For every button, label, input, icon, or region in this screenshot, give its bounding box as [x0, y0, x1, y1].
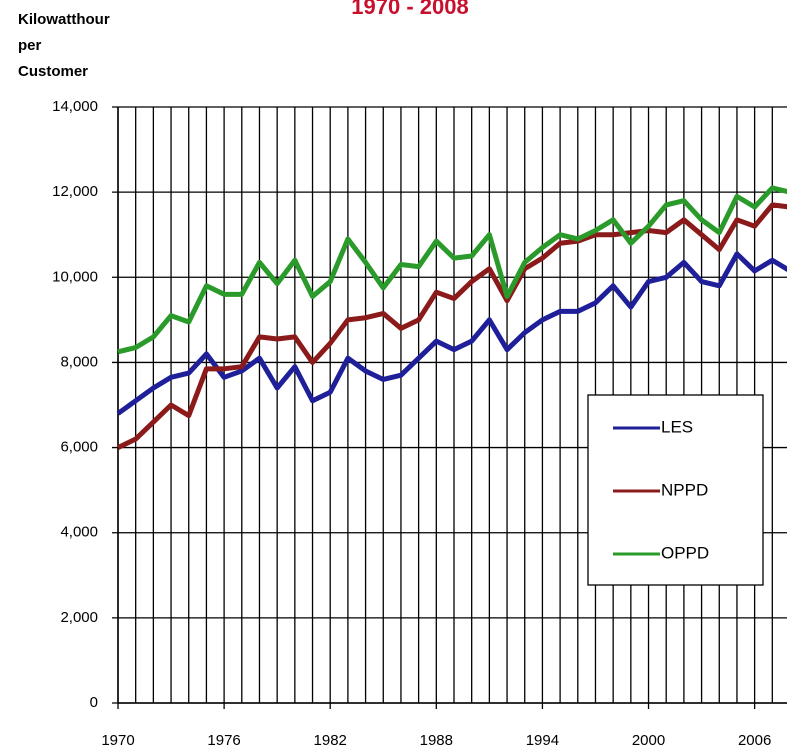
- y-tick-label: 2,000: [60, 609, 98, 626]
- x-tick-label: 2006: [738, 732, 771, 749]
- legend-label: NPPD: [661, 480, 708, 499]
- y-axis-label: Kilowatthour: [18, 11, 110, 28]
- y-axis-label: per: [18, 37, 42, 54]
- y-tick-label: 8,000: [60, 353, 98, 370]
- x-tick-label: 1970: [101, 732, 134, 749]
- x-tick-label: 2000: [632, 732, 665, 749]
- x-tick-label: 1988: [420, 732, 453, 749]
- legend-label: OPPD: [661, 543, 709, 562]
- chart-title: 1970 - 2008: [351, 0, 468, 19]
- y-tick-label: 6,000: [60, 439, 98, 456]
- y-tick-label: 14,000: [52, 98, 98, 115]
- data-line: [117, 185, 787, 355]
- legend-label: LES: [661, 417, 693, 436]
- data-line: [116, 251, 787, 416]
- y-tick-label: 4,000: [60, 524, 98, 541]
- y-tick-label: 12,000: [52, 183, 98, 200]
- y-tick-label: 10,000: [52, 268, 98, 285]
- y-axis-label: Customer: [18, 63, 88, 80]
- x-tick-label: 1976: [207, 732, 240, 749]
- y-tick-label: 0: [90, 694, 98, 711]
- x-tick-label: 1982: [314, 732, 347, 749]
- x-tick-label: 1994: [526, 732, 559, 749]
- data-line: [116, 202, 787, 450]
